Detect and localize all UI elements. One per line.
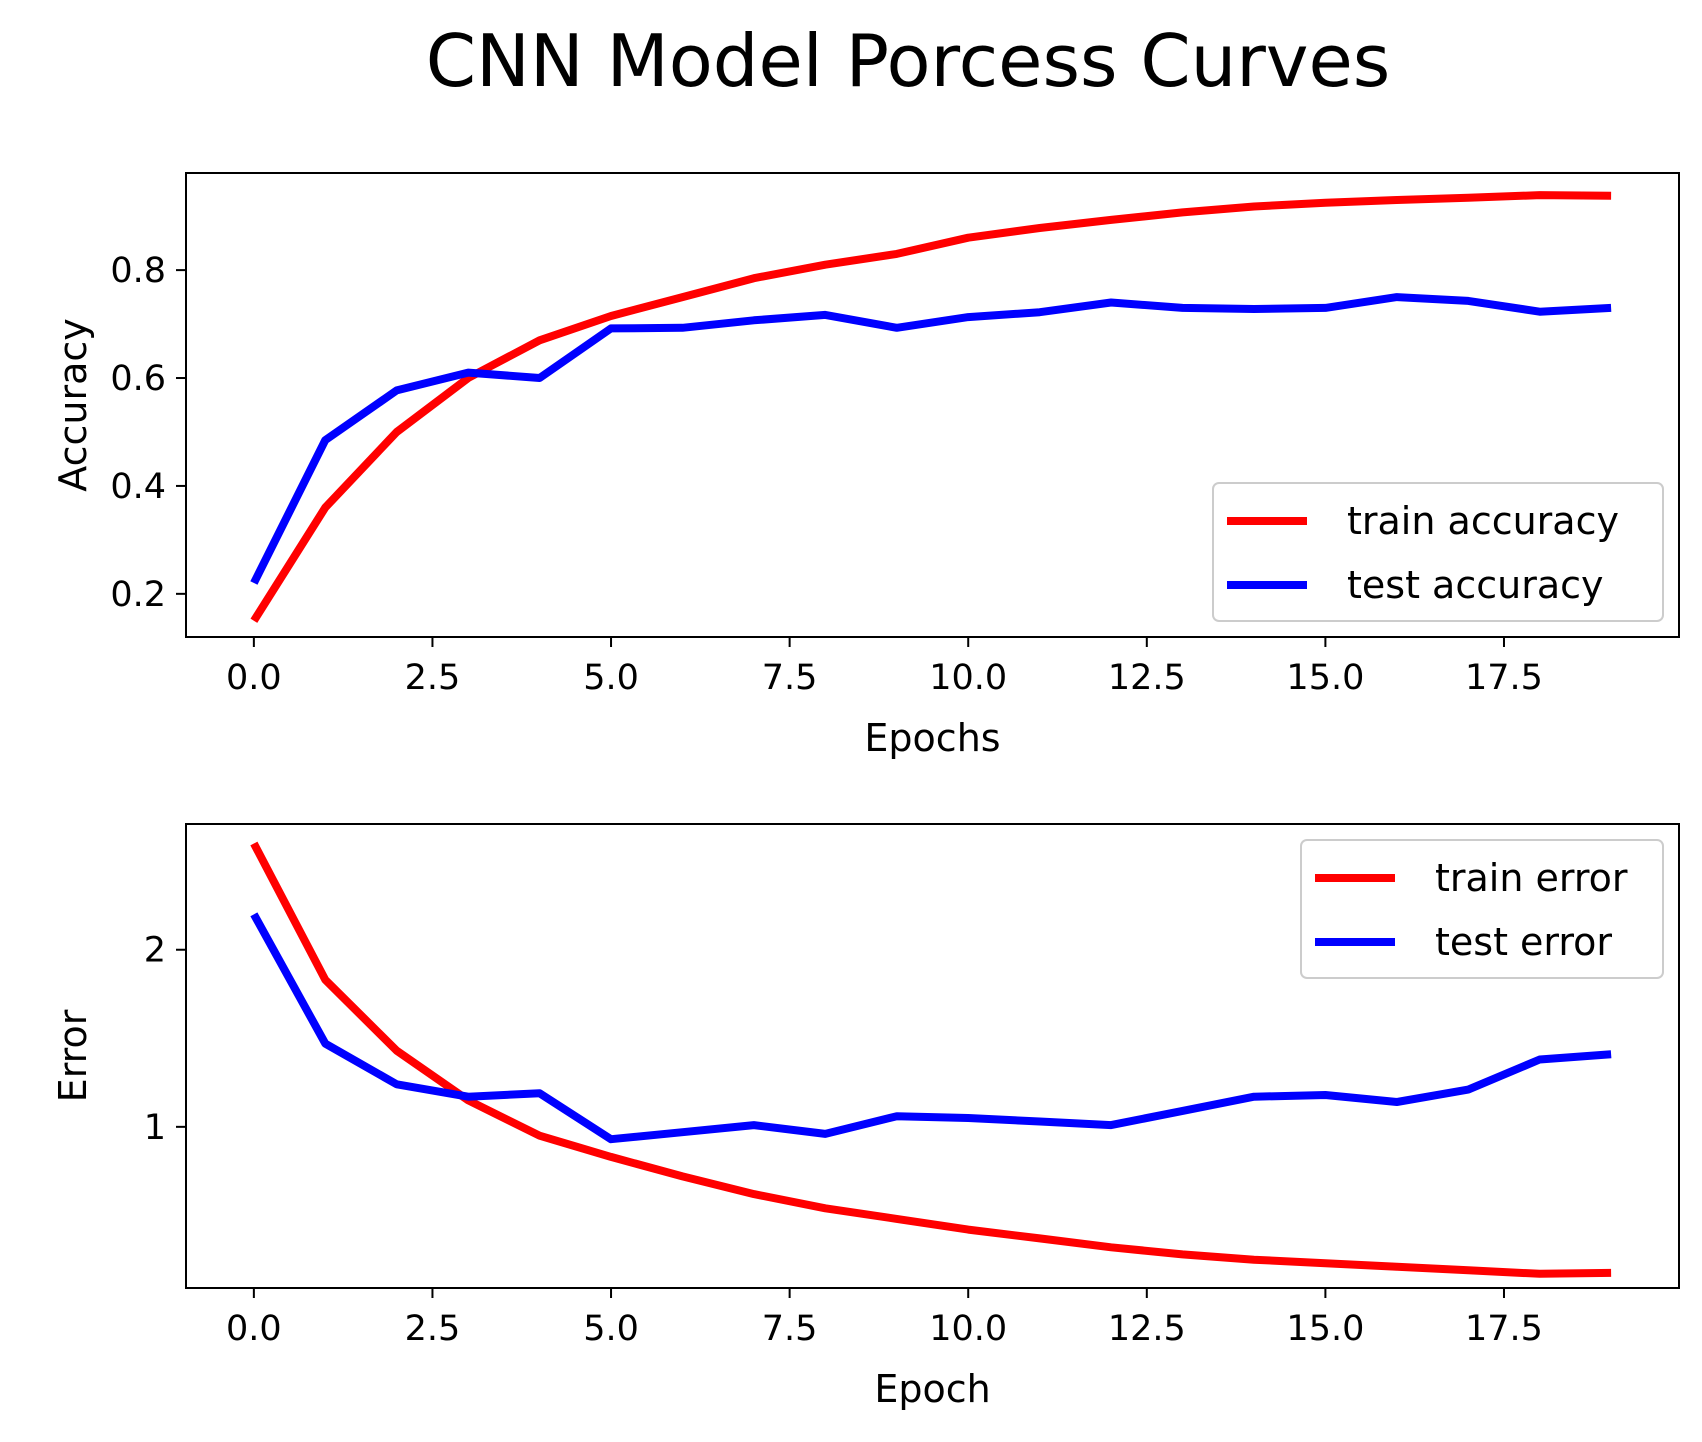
accuracy-x-tick-label: 12.5 [1108, 658, 1186, 698]
error-y-tick-label: 1 [144, 1108, 166, 1148]
accuracy-legend: train accuracy test accuracy [1212, 482, 1664, 622]
accuracy-y-tick-label: 0.2 [110, 575, 166, 615]
accuracy-axes-frame [185, 172, 1680, 638]
accuracy-x-tick-label: 5.0 [583, 658, 639, 698]
accuracy-x-tick-label: 2.5 [405, 658, 461, 698]
accuracy-y-tick-label: 0.6 [110, 359, 166, 399]
error-subplot: Error Epoch 0.0 2.5 5.0 7.5 10.0 12.5 15.0 17.5… [51, 823, 1680, 1411]
error-x-tick-label: 2.5 [405, 1309, 461, 1349]
accuracy-x-axis-label: Epochs [864, 716, 1000, 760]
accuracy-legend-label-test: test accuracy [1347, 563, 1604, 607]
error-legend-label-test: test error [1435, 920, 1612, 964]
accuracy-y-axis-label: Accuracy [51, 318, 95, 492]
accuracy-x-tick-label: 15.0 [1286, 658, 1364, 698]
error-axes-frame [185, 823, 1680, 1289]
error-legend-label-train: train error [1435, 856, 1628, 900]
error-x-tick-label: 5.0 [583, 1309, 639, 1349]
error-x-tick-label: 17.5 [1465, 1309, 1543, 1349]
accuracy-y-tick-label: 0.4 [110, 467, 166, 507]
accuracy-y-tick-label: 0.8 [110, 251, 166, 291]
error-y-axis-label: Error [51, 1009, 95, 1102]
error-x-tick-label: 0.0 [226, 1309, 282, 1349]
error-x-axis-label: Epoch [874, 1367, 990, 1411]
accuracy-x-tick-label: 10.0 [929, 658, 1007, 698]
error-x-tick-label: 12.5 [1108, 1309, 1186, 1349]
error-series-train-line [250, 841, 1612, 1278]
figure-title: CNN Model Porcess Curves [426, 19, 1391, 103]
error-x-tick-label: 15.0 [1286, 1309, 1364, 1349]
error-x-tick-label: 7.5 [762, 1309, 818, 1349]
accuracy-x-tick-label: 0.0 [226, 658, 282, 698]
error-y-tick-label: 2 [144, 931, 166, 971]
accuracy-x-tick-label: 7.5 [762, 658, 818, 698]
accuracy-legend-label-train: train accuracy [1347, 499, 1619, 543]
accuracy-legend-box [1212, 482, 1664, 622]
accuracy-x-tick-label: 17.5 [1465, 658, 1543, 698]
error-series-test-line [250, 912, 1612, 1144]
accuracy-series-test-line [250, 293, 1612, 585]
error-legend: train error test error [1300, 839, 1664, 979]
error-x-tick-label: 10.0 [929, 1309, 1007, 1349]
accuracy-subplot: Accuracy Epochs 0.0 2.5 5.0 7.5 10.0 12.5 15.0… [51, 172, 1680, 760]
